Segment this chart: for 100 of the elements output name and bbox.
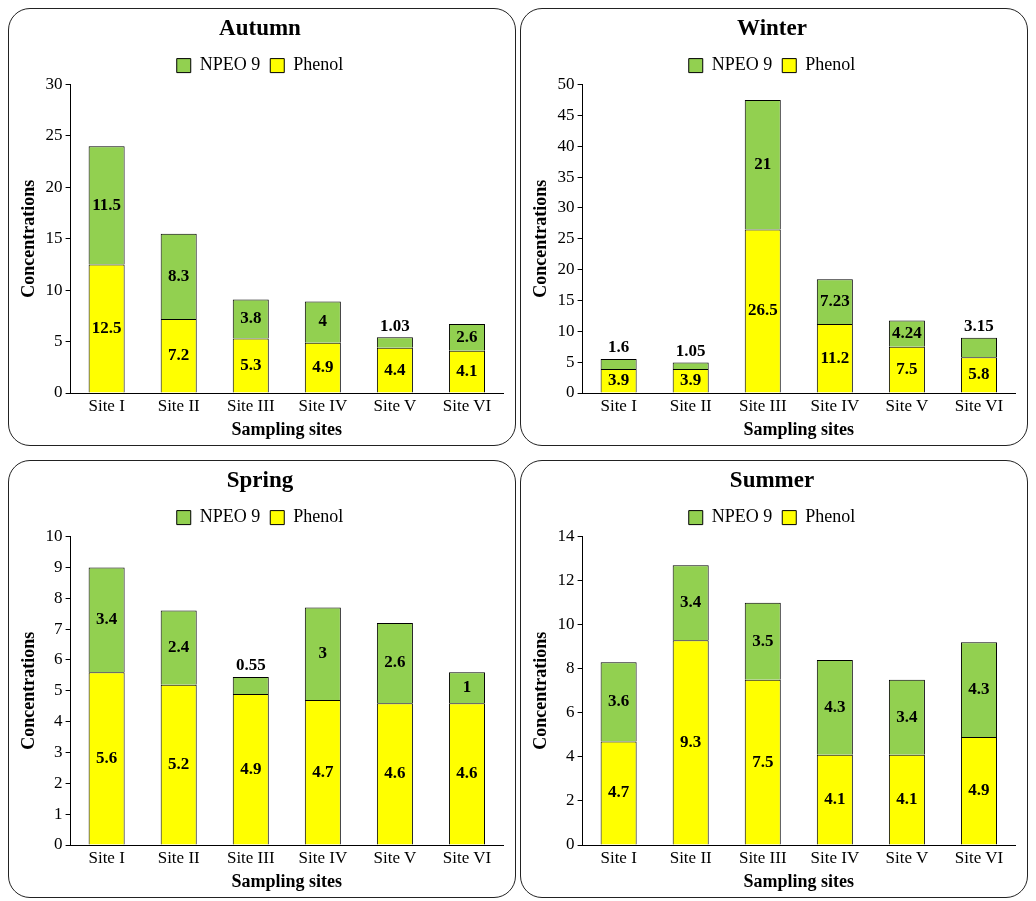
data-label: 2.6 [456,326,478,346]
data-label: 3.4 [896,706,919,726]
data-label: 1.6 [608,337,630,357]
data-label: 4.1 [456,361,478,381]
y-tick-label: 10 [45,279,63,299]
data-label: 4.6 [456,763,478,783]
legend-label: NPEO 9 [199,54,261,75]
data-label: 3.15 [964,316,994,336]
legend-label: NPEO 9 [711,54,773,75]
x-tick-label: Site VI [954,847,1004,867]
y-tick-label: 6 [54,649,63,669]
y-tick-label: 2 [54,772,63,792]
data-label: 2.4 [168,637,190,657]
x-tick-label: Site III [226,395,275,415]
data-label: 9.3 [680,731,702,751]
y-tick-label: 10 [45,526,63,546]
data-label: 3.5 [752,630,774,650]
legend-label: Phenol [805,506,856,527]
y-axis-title: Concentrations [18,179,39,298]
data-label: 12.5 [91,317,122,337]
data-label: 7.5 [752,751,774,771]
x-axis-title: Sampling sites [743,418,855,439]
y-tick-label: 2 [566,790,575,810]
data-label: 4.7 [608,782,630,802]
y-tick-label: 30 [557,197,575,217]
y-tick-label: 0 [566,834,575,854]
x-axis-title: Sampling sites [743,870,855,891]
x-tick-label: Site VI [442,847,492,867]
x-tick-label: Site VI [442,395,492,415]
data-label: 5.2 [168,753,190,773]
data-label: 4.1 [824,788,846,808]
y-tick-label: 30 [45,74,63,94]
x-tick-label: Site V [373,395,417,415]
y-tick-label: 12 [557,570,575,590]
x-tick-label: Site I [600,395,638,415]
x-tick-label: Site V [373,847,417,867]
data-label: 5.6 [96,747,118,767]
data-label: 7.23 [819,291,850,311]
y-tick-label: 3 [54,741,63,761]
data-label: 4.9 [312,356,334,376]
x-tick-label: Site IV [810,847,860,867]
data-label: 4.24 [892,323,923,343]
legend-label: NPEO 9 [199,506,261,527]
data-label: 4 [318,311,328,331]
x-tick-label: Site IV [810,395,860,415]
data-label: 0.55 [235,655,266,675]
y-tick-label: 20 [45,176,63,196]
data-label: 4.7 [312,761,334,781]
y-tick-label: 35 [557,166,575,186]
x-tick-label: Site VI [954,395,1004,415]
data-label: 7.5 [896,359,918,379]
y-tick-label: 20 [557,259,575,279]
data-label: 3.4 [680,592,702,612]
y-tick-label: 9 [54,556,63,576]
x-tick-label: Site III [738,395,787,415]
x-tick-label: Site II [669,847,713,867]
chart-title: Autumn [219,14,302,40]
x-tick-label: Site IV [298,395,348,415]
data-label: 2.6 [384,652,406,672]
chart-title: Spring [226,466,294,492]
data-label: 8.3 [168,265,190,285]
legend-label: Phenol [293,54,344,75]
y-tick-label: 15 [557,289,575,309]
data-label: 11.2 [820,347,850,367]
y-tick-label: 25 [45,125,63,145]
y-tick-label: 5 [54,331,63,351]
data-label: 3.8 [240,308,262,328]
data-label: 3.9 [680,370,702,390]
legend-label: Phenol [293,506,344,527]
x-axis-title: Sampling sites [231,870,343,891]
data-label: 7.2 [168,345,190,365]
x-tick-label: Site V [885,847,929,867]
data-label: 1 [462,677,472,697]
data-label: 3.4 [96,609,118,629]
data-label: 21 [754,154,772,174]
data-label: 3.9 [608,370,630,390]
y-axis-title: Concentrations [530,179,551,298]
y-tick-label: 5 [54,680,63,700]
y-axis-title: Concentrations [18,631,39,750]
y-tick-label: 5 [566,351,575,371]
y-tick-label: 0 [54,834,63,854]
data-label: 4.9 [968,780,990,800]
data-label: 5.3 [240,354,262,374]
x-tick-label: Site I [88,395,126,415]
data-label: 3 [318,643,328,663]
x-tick-label: Site III [226,847,275,867]
chart-title: Summer [729,466,815,492]
data-label: 4.9 [240,758,262,778]
x-tick-label: Site V [885,395,929,415]
y-tick-label: 4 [566,746,576,766]
data-label: 3.6 [608,691,630,711]
data-label: 1.05 [675,340,706,360]
y-tick-label: 8 [54,587,63,607]
y-tick-label: 4 [54,711,64,731]
y-tick-label: 15 [45,228,63,248]
y-tick-label: 0 [54,382,63,402]
x-tick-label: Site III [738,847,787,867]
chart-title: Winter [737,14,807,40]
data-label: 1.03 [380,315,410,335]
x-tick-label: Site I [88,847,126,867]
